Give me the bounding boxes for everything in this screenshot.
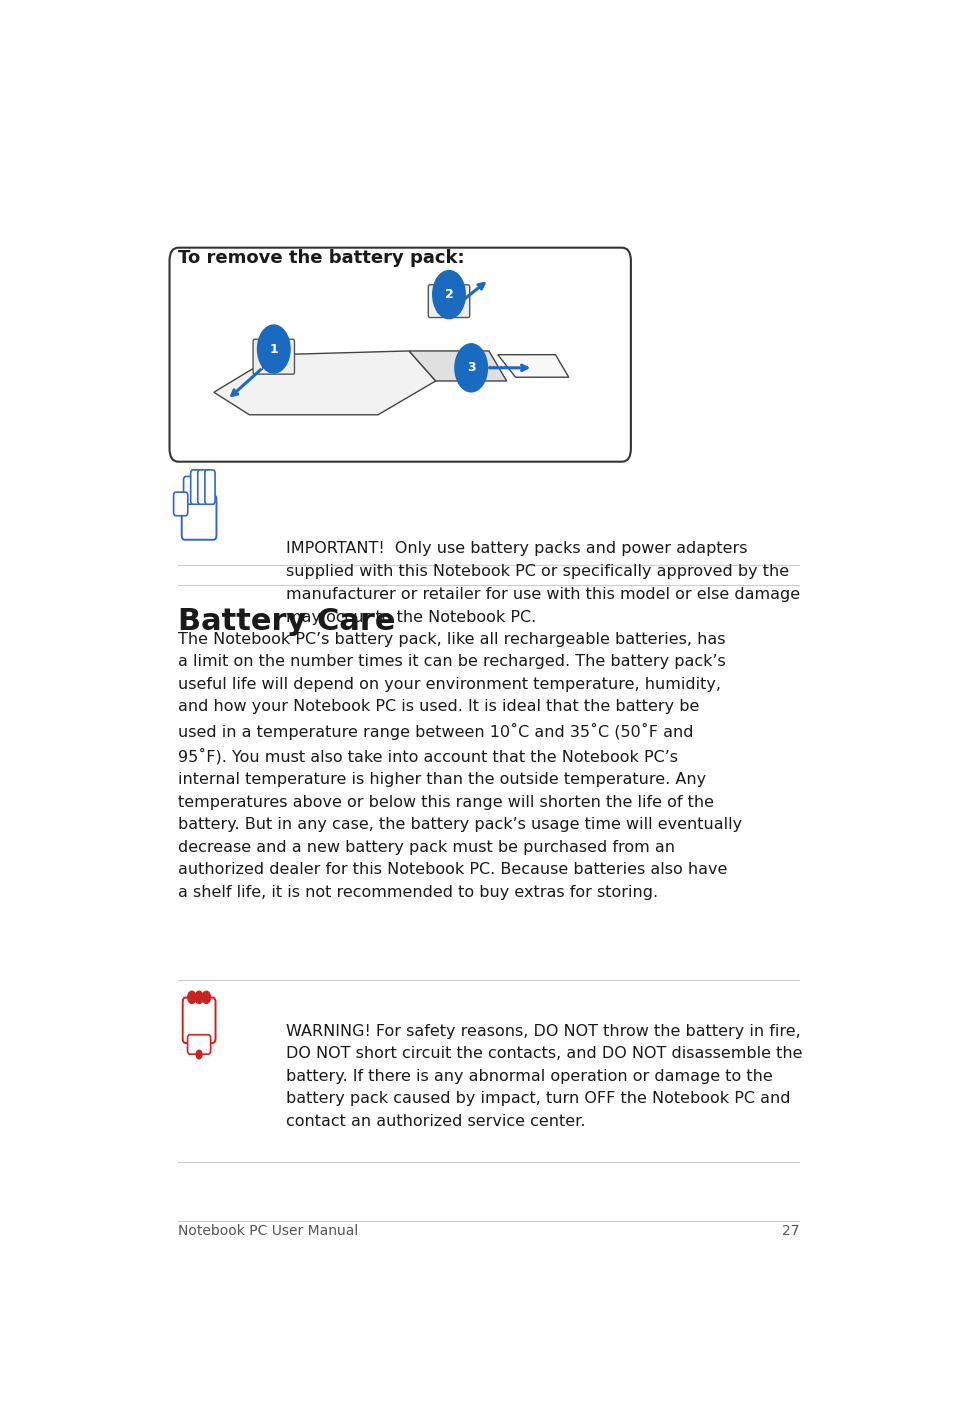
Circle shape (455, 343, 487, 391)
FancyBboxPatch shape (428, 285, 469, 318)
FancyBboxPatch shape (205, 469, 214, 505)
FancyBboxPatch shape (173, 492, 188, 516)
Circle shape (196, 1051, 202, 1059)
FancyBboxPatch shape (181, 495, 216, 540)
Polygon shape (213, 350, 436, 415)
FancyBboxPatch shape (188, 1035, 211, 1054)
Circle shape (433, 271, 465, 319)
Text: Battery Care: Battery Care (178, 607, 395, 635)
Text: 1: 1 (269, 343, 278, 356)
Text: 27: 27 (781, 1224, 799, 1238)
Text: To remove the battery pack:: To remove the battery pack: (178, 248, 464, 267)
FancyBboxPatch shape (183, 476, 193, 505)
Circle shape (202, 991, 211, 1004)
Circle shape (257, 325, 290, 373)
Text: IMPORTANT!  Only use battery packs and power adapters
supplied with this Noteboo: IMPORTANT! Only use battery packs and po… (285, 542, 799, 625)
Text: The Notebook PC’s battery pack, like all rechargeable batteries, has
a limit on : The Notebook PC’s battery pack, like all… (178, 632, 741, 899)
FancyBboxPatch shape (197, 469, 208, 505)
Circle shape (194, 991, 203, 1004)
Text: WARNING! For safety reasons, DO NOT throw the battery in fire,
DO NOT short circ: WARNING! For safety reasons, DO NOT thro… (285, 1024, 801, 1129)
Text: 3: 3 (466, 362, 475, 374)
FancyBboxPatch shape (191, 469, 201, 505)
FancyBboxPatch shape (182, 998, 215, 1044)
Circle shape (188, 991, 195, 1004)
Polygon shape (497, 354, 568, 377)
Text: Notebook PC User Manual: Notebook PC User Manual (178, 1224, 358, 1238)
Text: 2: 2 (444, 288, 453, 301)
Polygon shape (409, 350, 506, 381)
FancyBboxPatch shape (253, 339, 294, 374)
FancyBboxPatch shape (170, 248, 630, 462)
